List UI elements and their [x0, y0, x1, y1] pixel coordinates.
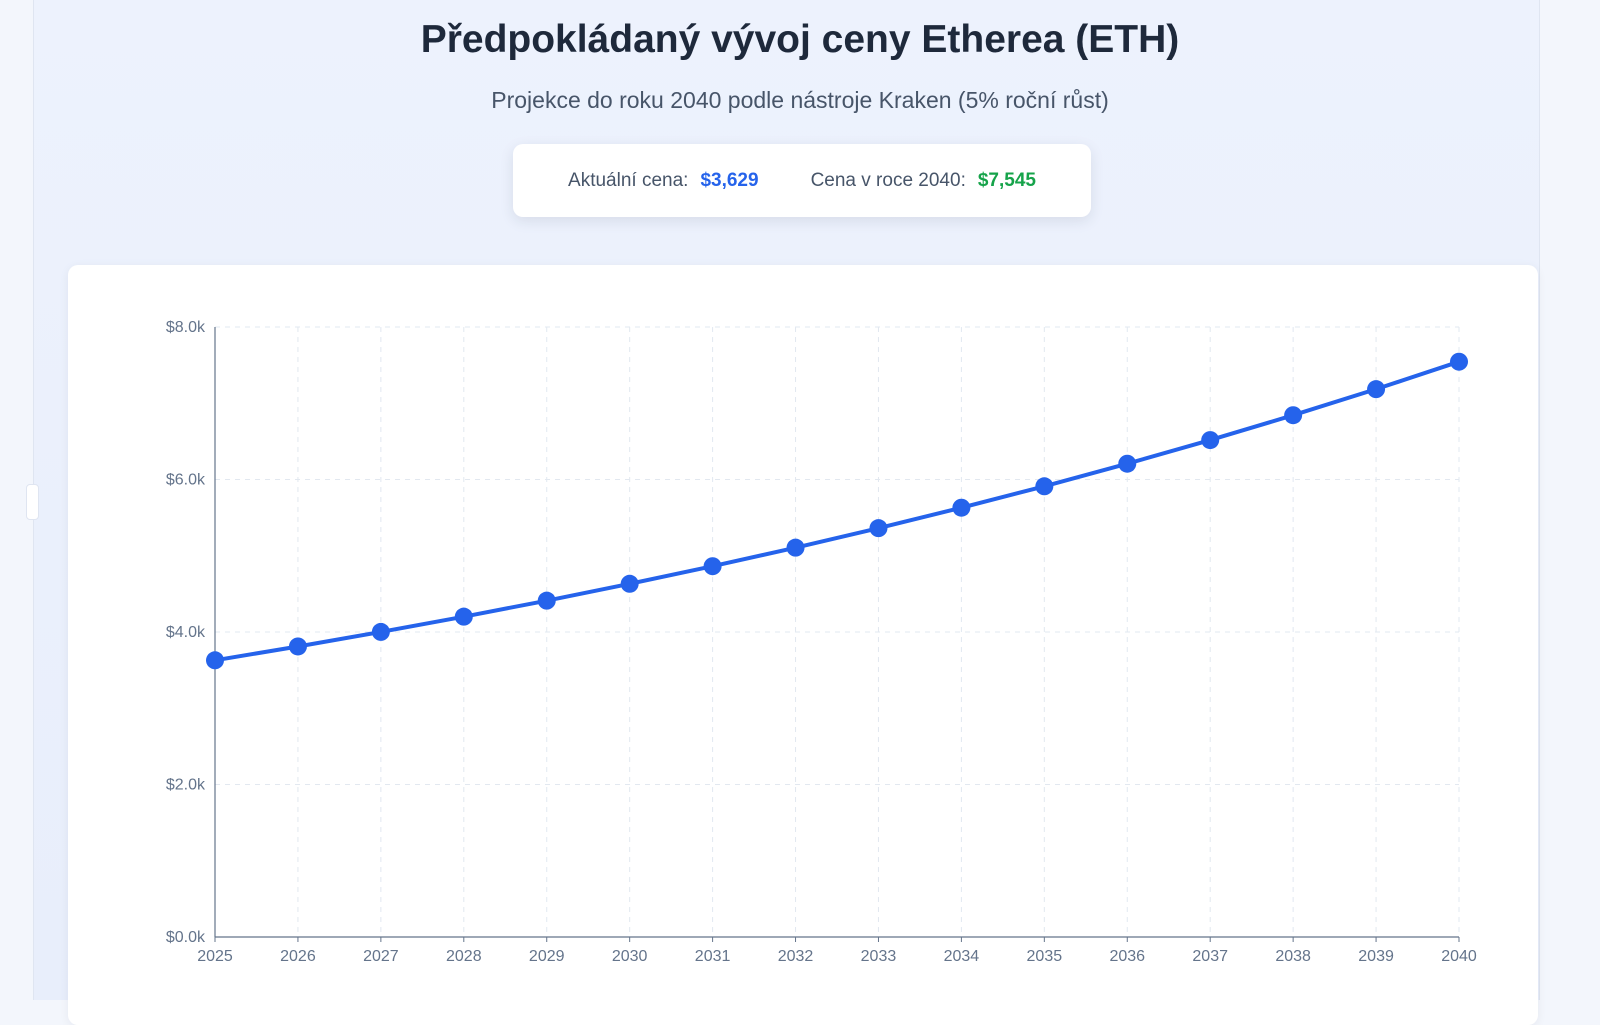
- data-point: [786, 538, 805, 557]
- x-tick-label: 2027: [363, 948, 399, 965]
- x-tick-label: 2031: [695, 948, 731, 965]
- data-point: [371, 622, 390, 641]
- future-price-label: Cena v roce 2040:: [810, 169, 966, 191]
- data-point: [1118, 454, 1137, 473]
- price-summary-card: Aktuální cena: $3,629 Cena v roce 2040: …: [513, 144, 1091, 217]
- data-point: [206, 651, 224, 670]
- price-line-chart: $0.0k $2.0k $4.0k $6.0k $8.0k 2025 2026 2027 202…: [166, 319, 1477, 965]
- x-tick-label: 2028: [446, 948, 482, 965]
- data-point: [537, 591, 556, 610]
- current-price-value: $3,629: [700, 169, 759, 191]
- data-point: [1284, 406, 1303, 425]
- data-point: [1035, 477, 1054, 496]
- x-tick-label: 2038: [1275, 948, 1311, 965]
- x-tick-label: 2026: [280, 948, 316, 965]
- x-tick-label: 2029: [529, 948, 565, 965]
- y-tick-label: $8.0k: [166, 319, 206, 336]
- data-point: [1201, 431, 1220, 450]
- data-point: [1367, 380, 1386, 399]
- data-point: [952, 498, 971, 517]
- chart-card: $0.0k $2.0k $4.0k $6.0k $8.0k 2025 2026 2027 202…: [68, 265, 1538, 1025]
- future-price-stat: Cena v roce 2040: $7,545: [811, 170, 1036, 192]
- x-tick-label: 2033: [861, 948, 897, 965]
- current-price-stat: Aktuální cena: $3,629: [568, 170, 759, 192]
- x-tick-label: 2036: [1109, 948, 1145, 965]
- current-price-label: Aktuální cena:: [568, 169, 689, 191]
- page-subtitle: Projekce do roku 2040 podle nástroje Kra…: [491, 87, 1109, 113]
- data-point: [869, 519, 888, 538]
- x-tick-label: 2040: [1441, 948, 1477, 965]
- future-price-value: $7,545: [977, 169, 1036, 191]
- x-tick-label: 2025: [197, 948, 233, 965]
- y-tick-label: $4.0k: [166, 624, 206, 641]
- y-tick-label: $2.0k: [166, 777, 206, 794]
- x-tick-label: 2032: [778, 948, 814, 965]
- y-tick-label: $0.0k: [166, 929, 206, 946]
- data-point: [703, 557, 722, 576]
- x-tick-label: 2030: [612, 948, 648, 965]
- page-title: Předpokládaný vývoj ceny Etherea (ETH): [420, 18, 1180, 61]
- data-point: [454, 607, 473, 626]
- data-point: [1450, 352, 1468, 371]
- x-tick-label: 2037: [1192, 948, 1228, 965]
- x-tick-label: 2034: [944, 948, 980, 965]
- y-tick-label: $6.0k: [166, 472, 206, 489]
- data-point: [620, 574, 639, 593]
- side-panel-handle[interactable]: [26, 484, 39, 520]
- data-point: [288, 637, 307, 656]
- x-tick-label: 2039: [1358, 948, 1394, 965]
- series-line: [214, 359, 1460, 663]
- x-tick-label: 2035: [1027, 948, 1063, 965]
